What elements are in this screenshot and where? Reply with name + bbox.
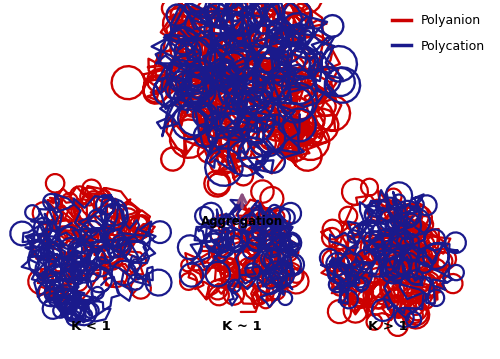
Text: K < 1: K < 1 — [70, 320, 110, 333]
Legend: Polyanion, Polycation: Polyanion, Polycation — [387, 9, 490, 57]
Text: K > 1: K > 1 — [368, 320, 408, 333]
Text: Aggregation: Aggregation — [201, 215, 283, 228]
Text: K ~ 1: K ~ 1 — [222, 320, 262, 333]
